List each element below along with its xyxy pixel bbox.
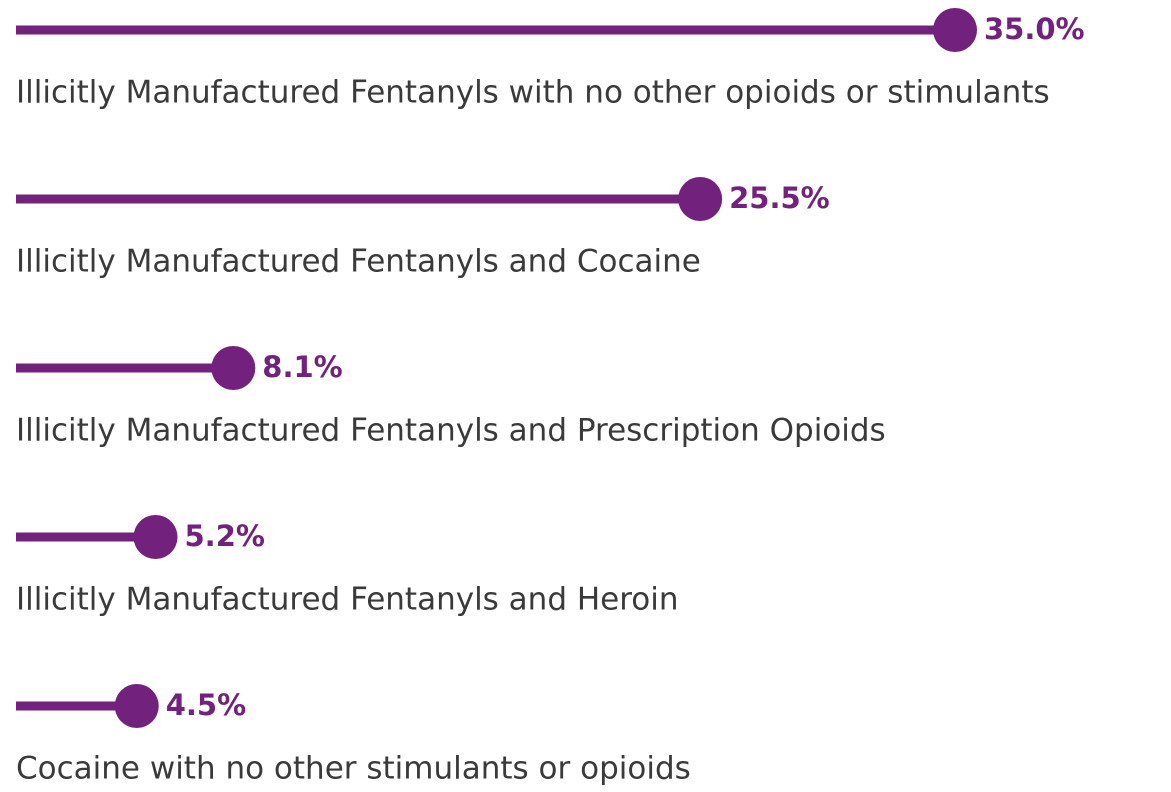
value-label: 8.1% [262, 350, 342, 384]
category-label: Illicitly Manufactured Fentanyls with no… [16, 75, 1050, 111]
dot [114, 684, 159, 728]
dot [211, 346, 256, 390]
dot [133, 515, 178, 559]
dot [933, 8, 977, 52]
value-label: 5.2% [185, 519, 265, 553]
value-label: 25.5% [729, 181, 830, 215]
category-label: Cocaine with no other stimulants or opio… [16, 751, 691, 787]
dot [678, 177, 723, 221]
category-label: Illicitly Manufactured Fentanyls and Coc… [16, 244, 701, 280]
value-label: 35.0% [984, 12, 1085, 46]
category-label: Illicitly Manufactured Fentanyls and Pre… [16, 413, 886, 449]
category-label: Illicitly Manufactured Fentanyls and Her… [16, 582, 679, 618]
value-label: 4.5% [166, 688, 246, 722]
